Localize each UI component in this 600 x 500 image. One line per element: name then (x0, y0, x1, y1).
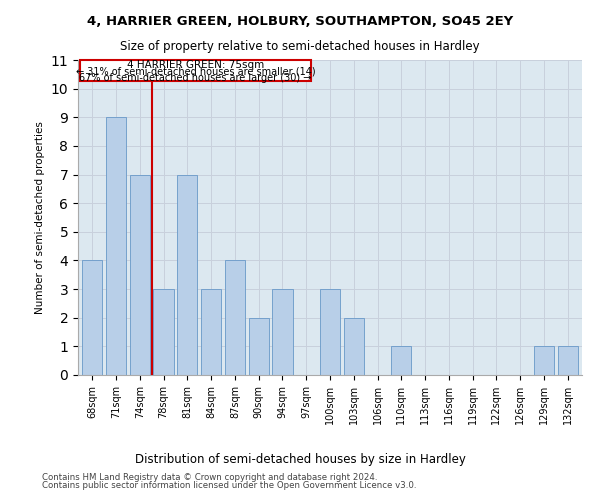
Bar (201, 289, 221, 375)
Bar (534, 346, 554, 375)
Bar (82, 260, 103, 375)
Text: 4, HARRIER GREEN, HOLBURY, SOUTHAMPTON, SO45 2EY: 4, HARRIER GREEN, HOLBURY, SOUTHAMPTON, … (87, 15, 513, 28)
Bar (344, 318, 364, 375)
Bar (320, 289, 340, 375)
Text: 67% of semi-detached houses are larger (30) →: 67% of semi-detached houses are larger (… (79, 73, 312, 83)
Text: Distribution of semi-detached houses by size in Hardley: Distribution of semi-detached houses by … (134, 452, 466, 466)
Bar (248, 318, 269, 375)
Bar (391, 346, 412, 375)
Bar (177, 174, 197, 375)
Text: ← 31% of semi-detached houses are smaller (14): ← 31% of semi-detached houses are smalle… (76, 66, 316, 76)
Text: 4 HARRIER GREEN: 75sqm: 4 HARRIER GREEN: 75sqm (127, 60, 265, 70)
Bar (272, 289, 293, 375)
Bar (557, 346, 578, 375)
Text: Contains public sector information licensed under the Open Government Licence v3: Contains public sector information licen… (42, 480, 416, 490)
Bar (106, 118, 126, 375)
Bar (154, 289, 173, 375)
Bar (130, 174, 150, 375)
FancyBboxPatch shape (80, 60, 311, 80)
Text: Size of property relative to semi-detached houses in Hardley: Size of property relative to semi-detach… (120, 40, 480, 53)
Y-axis label: Number of semi-detached properties: Number of semi-detached properties (35, 121, 45, 314)
Text: Contains HM Land Registry data © Crown copyright and database right 2024.: Contains HM Land Registry data © Crown c… (42, 473, 377, 482)
Bar (225, 260, 245, 375)
